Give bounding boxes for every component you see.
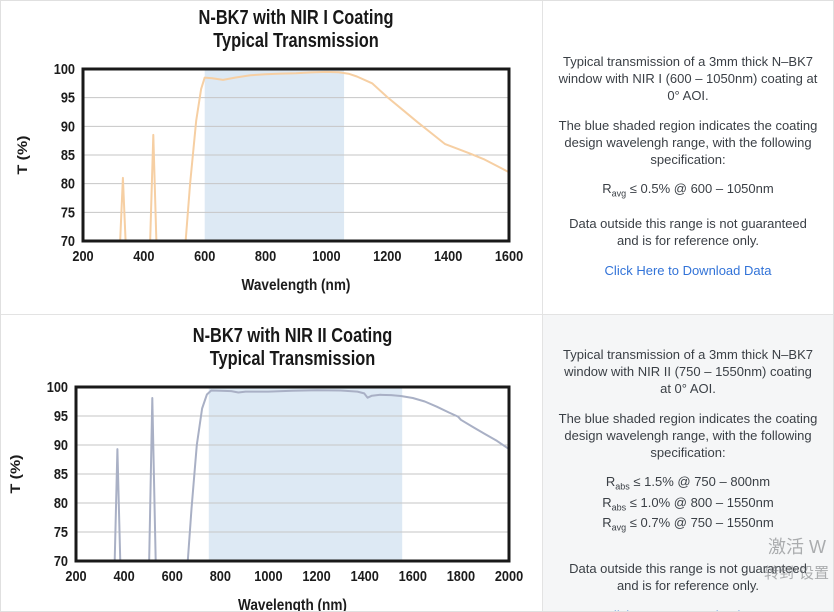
nir1-transmission-chart: 200 400 600 800 1000 1200 1400 1600 70 75 80 85 90 95… (16, 60, 524, 294)
nir2-spec-line-3: Ravg ≤ 0.7% @ 750 – 1550nm (602, 515, 774, 533)
svg-text:1600: 1600 (495, 247, 524, 264)
nir2-title-line2: Typical Transmission (209, 348, 376, 370)
nir1-shaded-region-text: The blue shaded region indicates the coa… (558, 118, 818, 167)
svg-text:1200: 1200 (302, 567, 331, 584)
svg-text:85: 85 (61, 146, 75, 163)
svg-text:100: 100 (54, 60, 75, 77)
svg-text:2000: 2000 (495, 567, 524, 584)
svg-text:95: 95 (54, 407, 68, 424)
svg-text:90: 90 (54, 436, 68, 453)
nir2-spec-line-1: Rabs ≤ 1.5% @ 750 – 800nm (605, 474, 771, 492)
svg-text:T (%): T (%) (16, 135, 31, 174)
nir1-spec-line: Ravg ≤ 0.5% @ 600 – 1050nm (602, 181, 774, 199)
svg-text:800: 800 (210, 567, 231, 584)
nir2-spec-block: Rabs ≤ 1.5% @ 750 – 800nm Rabs ≤ 1.0% @ … (558, 474, 818, 536)
svg-text:200: 200 (72, 247, 93, 264)
svg-text:90: 90 (61, 117, 75, 134)
nir2-description-text: Typical transmission of a 3mm thick N–BK… (563, 347, 813, 396)
svg-text:1200: 1200 (373, 247, 402, 264)
svg-text:1600: 1600 (399, 567, 428, 584)
svg-text:800: 800 (255, 247, 276, 264)
nir1-disclaimer-text: Data outside this range is not guarantee… (569, 215, 807, 248)
svg-text:70: 70 (61, 232, 75, 249)
svg-text:85: 85 (54, 465, 68, 482)
svg-text:1800: 1800 (447, 567, 476, 584)
svg-text:1000: 1000 (254, 567, 283, 584)
svg-text:70: 70 (54, 552, 68, 569)
svg-text:Wavelength (nm): Wavelength (nm) (242, 277, 351, 294)
nir1-description-panel: Typical transmission of a 3mm thick N–BK… (543, 1, 833, 314)
svg-text:400: 400 (133, 247, 154, 264)
svg-text:Wavelength (nm): Wavelength (nm) (238, 597, 347, 612)
nir2-description-panel: Typical transmission of a 3mm thick N–BK… (543, 315, 833, 611)
svg-text:T (%): T (%) (9, 454, 24, 493)
svg-text:75: 75 (61, 203, 75, 220)
nir2-download-data-link[interactable]: Click Here to Download Data (605, 608, 772, 611)
nir2-spec-line-2: Rabs ≤ 1.0% @ 800 – 1550nm (602, 494, 774, 513)
svg-text:400: 400 (113, 567, 134, 584)
svg-text:600: 600 (194, 247, 215, 264)
svg-text:95: 95 (61, 89, 75, 106)
svg-text:80: 80 (61, 175, 75, 192)
nir1-spec-block: Ravg ≤ 0.5% @ 600 – 1050nm (558, 181, 818, 202)
nir2-transmission-chart: 200 400 600 800 1000 1200 1400 1600 1800 2000 70 75… (9, 378, 524, 612)
svg-text:200: 200 (65, 567, 86, 584)
nir2-disclaimer-text: Data outside this range is not guarantee… (569, 560, 807, 593)
svg-text:1400: 1400 (350, 567, 379, 584)
nir2-chart-title: N-BK7 with NIR II Coating Typical Transm… (115, 325, 470, 371)
nir1-title-line1: N-BK7 with NIR I Coating (198, 7, 394, 29)
nir1-download-data-link[interactable]: Click Here to Download Data (604, 262, 772, 278)
nir2-shaded-region-text: The blue shaded region indicates the coa… (558, 411, 818, 460)
svg-text:1400: 1400 (434, 247, 463, 264)
nir1-chart-panel: N-BK7 with NIR I Coating Typical Transmi… (1, 1, 543, 314)
nir2-title-line1: N-BK7 with NIR II Coating (192, 325, 393, 347)
nir1-row: N-BK7 with NIR I Coating Typical Transmi… (1, 1, 833, 315)
svg-text:600: 600 (162, 567, 183, 584)
nir2-chart-panel: N-BK7 with NIR II Coating Typical Transm… (1, 315, 543, 612)
svg-text:75: 75 (54, 523, 68, 540)
svg-text:80: 80 (54, 494, 68, 511)
svg-text:100: 100 (47, 378, 68, 395)
svg-text:1000: 1000 (312, 247, 341, 264)
nir1-title-line2: Typical Transmission (213, 30, 379, 52)
nir1-chart-title: N-BK7 with NIR I Coating Typical Transmi… (121, 7, 470, 53)
nir2-row: N-BK7 with NIR II Coating Typical Transm… (1, 315, 833, 612)
nir1-description-text: Typical transmission of a 3mm thick N–BK… (558, 54, 818, 103)
